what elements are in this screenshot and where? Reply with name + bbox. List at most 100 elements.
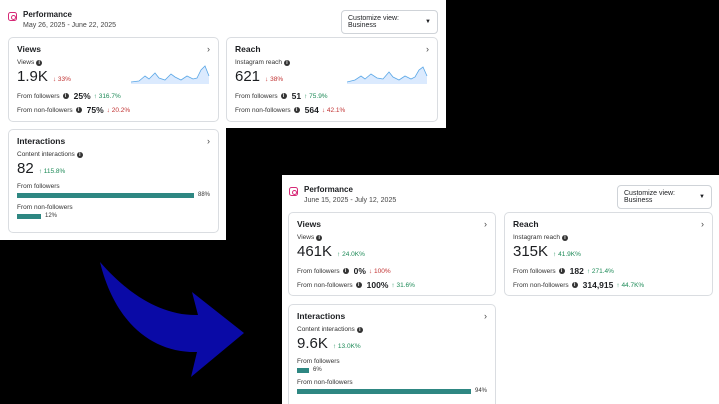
non-followers-bar (17, 213, 41, 219)
info-icon[interactable]: i (62, 93, 69, 99)
card-title: Views (17, 44, 41, 54)
metric-label: Views (297, 234, 315, 241)
non-followers-label: From non-followers (17, 204, 73, 211)
non-followers-label: From non-followers (513, 281, 569, 289)
reach-card[interactable]: Reach › Instagram reach i 315K ↑ 41.9K% Fro… (504, 212, 713, 296)
non-followers-label: From non-followers (297, 281, 353, 289)
followers-label: From followers (297, 267, 340, 275)
customize-view-label: Customize view: Business (348, 15, 399, 29)
chevron-right-icon[interactable]: › (207, 44, 210, 54)
info-icon[interactable]: i (75, 107, 82, 113)
info-icon[interactable]: i (316, 234, 323, 241)
followers-label: From followers (235, 92, 278, 100)
instagram-icon (289, 187, 298, 196)
non-followers-value: 75% (86, 105, 104, 115)
followers-change: ↑ 271.4% (586, 267, 614, 275)
non-followers-value: 100% (366, 280, 389, 290)
card-title: Views (297, 219, 321, 229)
views-card[interactable]: Views › Views i 461K ↑ 24.0K% From follower… (288, 212, 496, 296)
chevron-right-icon[interactable]: › (701, 219, 704, 229)
metric-change: ↑ 41.9K% (553, 251, 581, 258)
non-followers-change: ↑ 44.7K% (616, 281, 645, 289)
followers-bar (297, 367, 309, 373)
info-icon[interactable]: i (571, 282, 578, 288)
metric-change: ↑ 115.8% (38, 168, 66, 175)
non-followers-change: ↑ 31.6% (391, 281, 415, 289)
info-icon[interactable]: i (558, 268, 565, 274)
after-header: Performance June 15, 2025 - July 12, 202… (289, 185, 396, 204)
non-followers-label: From non-followers (235, 106, 291, 114)
page-title: Performance (304, 185, 353, 194)
card-title: Interactions (17, 136, 66, 146)
chevron-down-icon: ▼ (425, 19, 431, 25)
metric-change: ↑ 13.0K% (332, 343, 361, 350)
followers-pct: 88% (197, 192, 210, 198)
instagram-icon (8, 12, 17, 21)
customize-view-dropdown[interactable]: Customize view: Business ▼ (341, 10, 438, 34)
info-icon[interactable]: i (283, 59, 290, 66)
info-icon[interactable]: i (355, 282, 362, 288)
info-icon[interactable]: i (36, 59, 43, 66)
followers-change: ↑ 75.9% (304, 92, 328, 100)
reach-card[interactable]: Reach › Instagram reach i 621 ↓ 38% From fo… (226, 37, 438, 122)
chevron-right-icon[interactable]: › (484, 311, 487, 321)
followers-value: 0% (353, 266, 366, 276)
metric-value: 621 (235, 68, 261, 85)
non-followers-bar (297, 388, 471, 394)
before-header: Performance May 26, 2025 - June 22, 2025 (8, 10, 116, 29)
metric-label: Instagram reach (513, 234, 560, 241)
metric-value: 9.6K (297, 335, 328, 352)
non-followers-label: From non-followers (297, 379, 353, 386)
metric-label: Content interactions (17, 151, 75, 158)
page-title: Performance (23, 10, 72, 19)
metric-label: Content interactions (297, 326, 355, 333)
non-followers-change: ↓ 20.2% (106, 106, 131, 114)
followers-value: 182 (569, 266, 584, 276)
customize-view-dropdown[interactable]: Customize view: Business ▼ (617, 185, 712, 209)
followers-label: From followers (17, 183, 60, 190)
non-followers-change: ↓ 42.1% (321, 106, 346, 114)
card-title: Reach (513, 219, 539, 229)
chevron-down-icon: ▼ (699, 194, 705, 200)
followers-pct: 6% (313, 367, 322, 373)
metric-change: ↑ 24.0K% (337, 251, 365, 258)
reach-sparkline (347, 66, 428, 84)
views-sparkline (131, 65, 210, 84)
non-followers-value: 314,915 (582, 280, 614, 290)
non-followers-pct: 94% (474, 388, 487, 394)
non-followers-pct: 12% (45, 213, 58, 219)
chevron-right-icon[interactable]: › (207, 136, 210, 146)
followers-label: From followers (297, 358, 340, 365)
metric-change: ↓ 38% (265, 76, 284, 83)
metric-label: Views (17, 59, 35, 66)
card-title: Interactions (297, 311, 346, 321)
info-icon[interactable]: i (342, 268, 349, 274)
followers-label: From followers (17, 92, 60, 100)
metric-value: 1.9K (17, 68, 48, 85)
followers-bar (17, 192, 194, 198)
info-icon[interactable]: i (280, 93, 287, 99)
followers-value: 25% (73, 91, 91, 101)
non-followers-value: 564 (304, 105, 319, 115)
metric-change: ↓ 33% (52, 76, 71, 83)
views-card[interactable]: Views › Views i 1.9K ↓ 33% From followers i 2… (8, 37, 219, 122)
info-icon[interactable]: i (293, 107, 300, 113)
info-icon[interactable]: i (76, 151, 83, 158)
interactions-card[interactable]: Interactions › Content interactions i 82 ↑ … (8, 129, 219, 233)
followers-change: ↓ 100% (368, 267, 391, 275)
non-followers-label: From non-followers (17, 106, 73, 114)
metric-value: 315K (513, 243, 549, 260)
chevron-right-icon[interactable]: › (426, 44, 429, 54)
metric-value: 82 (17, 160, 34, 177)
metric-label: Instagram reach (235, 59, 282, 66)
metric-value: 461K (297, 243, 333, 260)
interactions-card[interactable]: Interactions › Content interactions i 9.6K… (288, 304, 496, 404)
info-icon[interactable]: i (356, 326, 363, 333)
date-range: May 26, 2025 - June 22, 2025 (23, 22, 117, 29)
info-icon[interactable]: i (561, 234, 568, 241)
chevron-right-icon[interactable]: › (484, 219, 487, 229)
followers-value: 51 (291, 91, 302, 101)
followers-change: ↑ 316.7% (93, 92, 121, 100)
date-range: June 15, 2025 - July 12, 2025 (304, 197, 397, 204)
